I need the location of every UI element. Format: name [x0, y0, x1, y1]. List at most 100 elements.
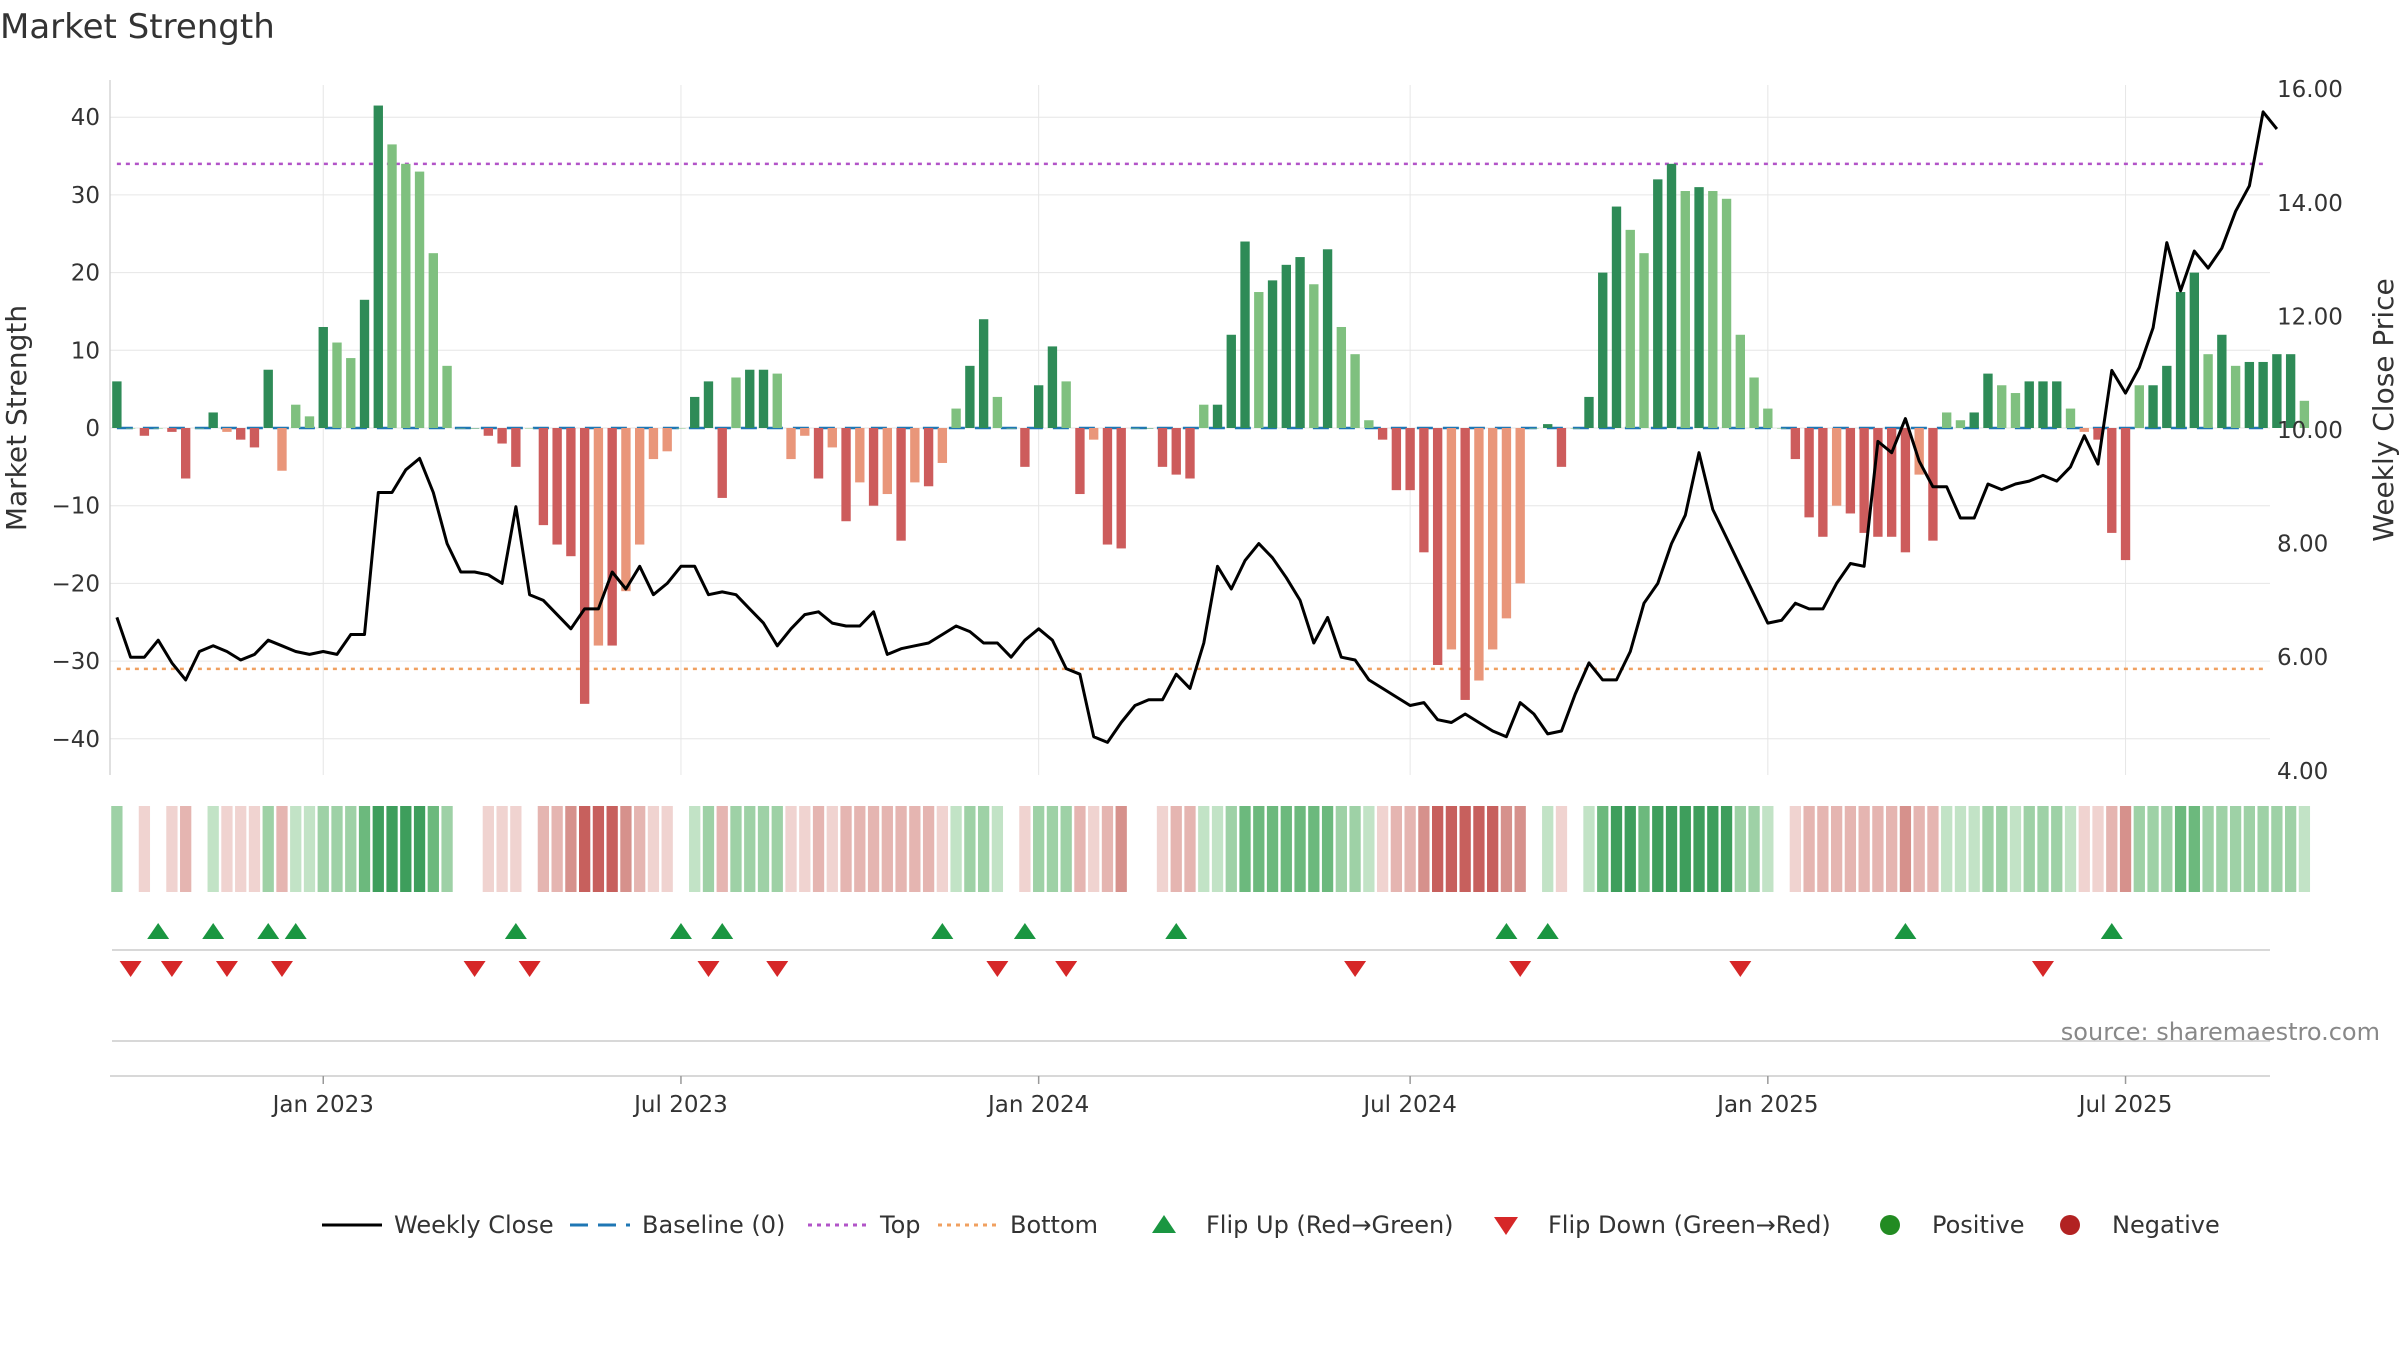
strip-cell: [991, 806, 1004, 892]
strip-cell: [661, 806, 673, 892]
strength-bar: [1075, 428, 1085, 495]
strength-bar: [1969, 412, 1979, 428]
strength-bar: [1212, 404, 1223, 428]
strip-cell: [2174, 806, 2187, 892]
strength-bar: [1914, 428, 1924, 475]
strip-cell: [1720, 806, 1733, 892]
flip-up-marker: [669, 923, 692, 939]
strip-cell: [2243, 806, 2256, 892]
flip-up-marker: [711, 923, 734, 939]
strength-bar: [1185, 428, 1195, 479]
strip-cell: [2023, 806, 2035, 892]
strength-bar: [483, 428, 494, 436]
strength-bar: [2162, 365, 2172, 428]
strip-cell: [1349, 806, 1361, 892]
strength-bar: [1708, 191, 1718, 428]
strength-bar: [992, 396, 1003, 428]
strip-cell: [689, 806, 701, 892]
strength-bar: [965, 365, 975, 428]
strip-cell: [400, 806, 412, 892]
strength-bar: [538, 428, 549, 526]
strength-bar: [607, 428, 617, 646]
strip-cell: [207, 806, 219, 892]
strip-cell: [2202, 806, 2214, 892]
strength-bar: [167, 428, 177, 432]
strength-bar: [524, 428, 535, 429]
strip-cell: [1266, 806, 1279, 892]
x-tick-label: Jul 2025: [2077, 1092, 2173, 1118]
strength-bar: [703, 381, 714, 428]
strip-cell: [606, 806, 618, 892]
strength-bar: [800, 428, 810, 436]
strength-bar: [2024, 381, 2034, 428]
strength-bar: [1460, 428, 1470, 700]
strength-bar: [1322, 249, 1333, 428]
strength-bar: [277, 428, 287, 471]
strength-bar: [2052, 381, 2062, 428]
x-axis-ticks: Jan 2023 Jul 2023 Jan 2024 Jul 2024 Jan 2025…: [271, 1076, 2173, 1118]
strip-cell: [1239, 806, 1251, 892]
strip-cell: [1555, 806, 1568, 892]
strength-bar: [1281, 264, 1291, 428]
strength-bar: [1226, 334, 1236, 428]
strength-bar: [1295, 257, 1305, 428]
strip-cell: [317, 806, 329, 892]
strength-bar: [2038, 381, 2048, 428]
legend-label: Flip Up (Red→Green): [1206, 1211, 1454, 1239]
strip-cell: [2284, 806, 2297, 892]
strength-bar: [690, 396, 700, 428]
strip-cell: [1872, 806, 1884, 892]
legend-triangle-down-icon: [1494, 1217, 1518, 1235]
strength-bar: [1831, 428, 1842, 506]
strip-cell: [1982, 806, 1994, 892]
strength-bar: [414, 171, 425, 428]
strip-cell: [2009, 806, 2022, 892]
strength-bar: [1570, 428, 1580, 429]
flip-up-marker: [1495, 923, 1518, 939]
strength-bar: [1598, 272, 1608, 428]
strength-bar: [497, 428, 507, 444]
strength-bar: [1350, 354, 1360, 428]
strength-bar: [1364, 420, 1374, 428]
legend-circle-icon: [1880, 1215, 1900, 1235]
strength-bar: [2148, 385, 2158, 428]
strip-cell: [950, 806, 962, 892]
strip-cell: [840, 806, 852, 892]
strip-cell: [1473, 806, 1485, 892]
strip-cell: [1487, 806, 1499, 892]
strip-cell: [427, 806, 439, 892]
strength-bar: [469, 428, 480, 429]
strip-cell: [331, 806, 343, 892]
legend-item: Negative: [2060, 1211, 2220, 1239]
strip-cell: [647, 806, 660, 892]
strip-cell: [1170, 806, 1182, 892]
strip-cell: [551, 806, 563, 892]
flip-up-marker: [257, 923, 280, 939]
strip-cell: [1899, 806, 1912, 892]
flip-up-marker: [284, 923, 307, 939]
strip-cell: [2037, 806, 2049, 892]
strip-cell: [537, 806, 550, 892]
strip-cell: [111, 806, 123, 892]
strip-cell: [1335, 806, 1347, 892]
flip-up-marker: [147, 923, 170, 939]
strength-bar: [1735, 334, 1745, 428]
strength-bar: [249, 428, 260, 448]
strip-cell: [358, 806, 371, 892]
legend-item: Weekly Close: [322, 1211, 554, 1239]
legend-circle-icon: [2060, 1215, 2080, 1235]
strip-cell: [812, 806, 825, 892]
strip-cell: [2298, 806, 2311, 892]
weekly-close-line: [115, 110, 2279, 744]
legend-triangle-up-icon: [1152, 1215, 1176, 1233]
strip-cell: [744, 806, 756, 892]
right-axis-ticks: 16.00 14.00 12.00 10.00 8.00 6.00 4.00: [2277, 77, 2343, 785]
strength-bar: [1432, 428, 1443, 665]
strip-cell: [1968, 806, 1980, 892]
strength-bar: [1047, 346, 1058, 428]
strip-cell: [2119, 806, 2132, 892]
strip-cell: [221, 806, 233, 892]
strength-bar: [1006, 428, 1016, 429]
strip-cell: [1376, 806, 1389, 892]
strength-bar: [456, 428, 466, 429]
